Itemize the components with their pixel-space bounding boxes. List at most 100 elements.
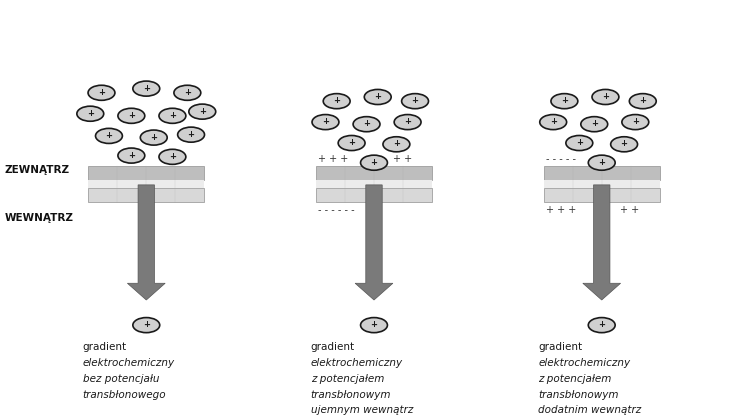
Text: z potencjałem: z potencjałem bbox=[310, 374, 384, 384]
Circle shape bbox=[323, 94, 350, 109]
Text: +: + bbox=[598, 158, 605, 167]
Bar bbox=[88, 188, 204, 202]
Text: +: + bbox=[128, 151, 135, 160]
Circle shape bbox=[159, 108, 186, 123]
Text: bez potencjału: bez potencjału bbox=[83, 374, 159, 384]
Circle shape bbox=[174, 85, 200, 100]
Text: transbłonowym: transbłonowym bbox=[310, 390, 391, 399]
Text: elektrochemiczny: elektrochemiczny bbox=[310, 358, 402, 368]
Circle shape bbox=[622, 115, 649, 130]
Circle shape bbox=[588, 155, 615, 170]
Text: elektrochemiczny: elektrochemiczny bbox=[539, 358, 631, 368]
Text: +: + bbox=[348, 138, 355, 147]
Circle shape bbox=[588, 318, 615, 333]
Circle shape bbox=[133, 81, 160, 96]
Text: gradient: gradient bbox=[310, 342, 355, 352]
Text: +: + bbox=[370, 158, 378, 167]
Circle shape bbox=[383, 137, 410, 152]
Bar bbox=[544, 166, 660, 180]
Circle shape bbox=[566, 136, 592, 150]
Text: gradient: gradient bbox=[539, 342, 583, 352]
Text: +: + bbox=[150, 133, 157, 142]
Circle shape bbox=[394, 115, 421, 130]
Text: + + +: + + + bbox=[546, 205, 576, 215]
FancyArrow shape bbox=[127, 185, 165, 300]
Circle shape bbox=[361, 318, 387, 333]
Circle shape bbox=[141, 130, 168, 145]
Text: +: + bbox=[87, 109, 94, 118]
Text: +: + bbox=[98, 88, 105, 97]
Circle shape bbox=[610, 137, 637, 152]
Text: - - - - - -: - - - - - - bbox=[318, 205, 355, 215]
Circle shape bbox=[551, 94, 577, 109]
Text: +: + bbox=[128, 111, 135, 120]
Bar bbox=[88, 166, 204, 180]
Text: ZEWNĄTRZ: ZEWNĄTRZ bbox=[4, 165, 70, 175]
Bar bbox=[88, 180, 204, 188]
Text: +: + bbox=[105, 131, 112, 140]
Text: + + +: + + + bbox=[318, 154, 349, 164]
Text: +: + bbox=[322, 117, 329, 126]
Circle shape bbox=[580, 117, 607, 132]
Text: +: + bbox=[393, 139, 400, 148]
Text: +: + bbox=[169, 111, 176, 120]
Circle shape bbox=[188, 104, 215, 119]
Text: +: + bbox=[404, 117, 411, 126]
Text: transbłonowego: transbłonowego bbox=[83, 390, 167, 399]
Bar bbox=[316, 188, 432, 202]
Text: gradient: gradient bbox=[83, 342, 127, 352]
Text: +: + bbox=[640, 96, 646, 105]
Circle shape bbox=[133, 318, 160, 333]
Text: elektrochemiczny: elektrochemiczny bbox=[83, 358, 175, 368]
Text: +: + bbox=[374, 92, 381, 101]
Circle shape bbox=[353, 117, 380, 132]
Text: +: + bbox=[199, 107, 206, 116]
Circle shape bbox=[364, 89, 391, 105]
Circle shape bbox=[118, 148, 145, 163]
Circle shape bbox=[118, 108, 145, 123]
FancyArrow shape bbox=[583, 185, 621, 300]
Text: +: + bbox=[411, 96, 419, 105]
Circle shape bbox=[629, 94, 656, 109]
Text: z potencjałem: z potencjałem bbox=[539, 374, 612, 384]
Circle shape bbox=[177, 127, 204, 142]
Text: transbłonowym: transbłonowym bbox=[539, 390, 619, 399]
Bar bbox=[316, 180, 432, 188]
Bar bbox=[544, 180, 660, 188]
Text: +: + bbox=[591, 119, 598, 128]
Circle shape bbox=[540, 115, 567, 130]
Text: +: + bbox=[169, 152, 176, 161]
Circle shape bbox=[361, 155, 387, 170]
Circle shape bbox=[312, 115, 339, 130]
Text: +: + bbox=[333, 96, 340, 105]
Text: +: + bbox=[143, 320, 150, 329]
Text: +: + bbox=[632, 117, 639, 126]
Circle shape bbox=[592, 89, 619, 105]
Text: WEWNĄTRZ: WEWNĄTRZ bbox=[4, 213, 73, 223]
Text: +: + bbox=[602, 92, 609, 101]
Circle shape bbox=[88, 85, 115, 100]
Bar bbox=[316, 166, 432, 180]
Bar bbox=[544, 188, 660, 202]
Text: + +: + + bbox=[393, 154, 412, 164]
Circle shape bbox=[77, 106, 104, 121]
Text: dodatnim wewnątrz: dodatnim wewnątrz bbox=[539, 405, 642, 415]
Text: ujemnym wewnątrz: ujemnym wewnątrz bbox=[310, 405, 413, 415]
Text: +: + bbox=[370, 320, 378, 329]
Text: +: + bbox=[561, 96, 568, 105]
Text: + +: + + bbox=[620, 205, 640, 215]
Circle shape bbox=[159, 149, 186, 164]
Text: +: + bbox=[598, 320, 605, 329]
Text: +: + bbox=[363, 119, 370, 128]
Text: +: + bbox=[143, 84, 150, 93]
Text: +: + bbox=[550, 117, 557, 126]
Text: +: + bbox=[621, 139, 628, 148]
Circle shape bbox=[338, 136, 365, 150]
Text: +: + bbox=[184, 88, 191, 97]
Circle shape bbox=[402, 94, 429, 109]
Text: +: + bbox=[576, 138, 583, 147]
FancyArrow shape bbox=[355, 185, 393, 300]
Text: +: + bbox=[188, 130, 194, 139]
Text: - - - - -: - - - - - bbox=[546, 154, 576, 164]
Circle shape bbox=[96, 129, 123, 144]
